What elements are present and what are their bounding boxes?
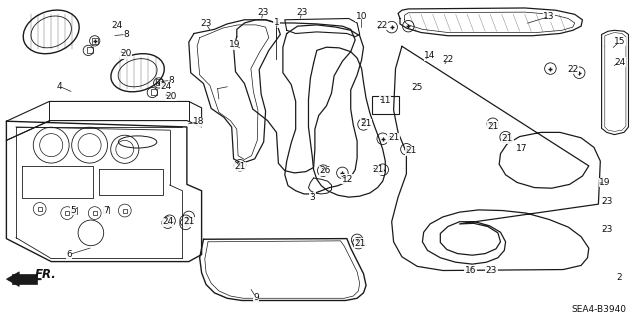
Bar: [102, 207, 109, 213]
Polygon shape: [6, 272, 19, 286]
Bar: [86, 48, 93, 53]
Bar: [70, 208, 77, 213]
Text: 9: 9: [253, 293, 259, 302]
Text: 12: 12: [342, 175, 353, 184]
Text: 24: 24: [162, 217, 173, 226]
Text: 21: 21: [234, 162, 246, 171]
Text: SEA4-B3940: SEA4-B3940: [571, 305, 626, 314]
Text: 19: 19: [229, 40, 241, 49]
Text: 24: 24: [111, 21, 123, 30]
Text: 23: 23: [601, 197, 612, 206]
Text: 22: 22: [376, 21, 388, 30]
Bar: [92, 38, 98, 44]
Text: 2: 2: [617, 273, 622, 282]
Text: 6: 6: [67, 250, 72, 259]
Text: 8: 8: [168, 76, 173, 85]
Text: 4: 4: [56, 82, 61, 91]
Text: 21: 21: [405, 146, 417, 155]
Text: 23: 23: [486, 266, 497, 275]
Text: 26: 26: [319, 166, 331, 175]
Text: 10: 10: [356, 12, 367, 21]
Text: FR.: FR.: [35, 269, 57, 281]
Text: 16: 16: [465, 266, 476, 275]
Text: 14: 14: [424, 51, 436, 60]
Text: 20: 20: [165, 92, 177, 101]
Text: 20: 20: [120, 49, 132, 58]
Text: 21: 21: [487, 122, 499, 130]
Text: 17: 17: [516, 144, 527, 153]
Text: 1: 1: [274, 19, 279, 27]
Text: 22: 22: [567, 65, 579, 74]
Bar: [156, 79, 162, 85]
Text: 21: 21: [372, 165, 383, 174]
Text: 21: 21: [360, 119, 372, 128]
Text: 3: 3: [310, 193, 315, 202]
Text: 11: 11: [380, 96, 391, 105]
Polygon shape: [12, 274, 37, 284]
Text: 15: 15: [614, 37, 625, 46]
Text: 24: 24: [161, 82, 172, 91]
Text: 7: 7: [103, 206, 108, 215]
Text: 21: 21: [388, 133, 399, 142]
Text: 21: 21: [183, 217, 195, 226]
Text: 18: 18: [193, 117, 204, 126]
Text: 5: 5: [71, 206, 76, 215]
Text: 23: 23: [200, 19, 212, 28]
Text: 23: 23: [296, 8, 308, 17]
Bar: [150, 89, 157, 95]
Text: 23: 23: [257, 8, 269, 17]
Text: 21: 21: [354, 239, 365, 248]
Text: 24: 24: [614, 58, 625, 67]
Text: 8: 8: [124, 30, 129, 39]
Text: 23: 23: [601, 225, 612, 234]
Text: 19: 19: [599, 178, 611, 187]
Text: 13: 13: [543, 12, 555, 21]
Text: 25: 25: [412, 83, 423, 92]
Text: 21: 21: [502, 134, 513, 143]
Text: 22: 22: [442, 56, 454, 64]
Bar: [372, 96, 399, 114]
